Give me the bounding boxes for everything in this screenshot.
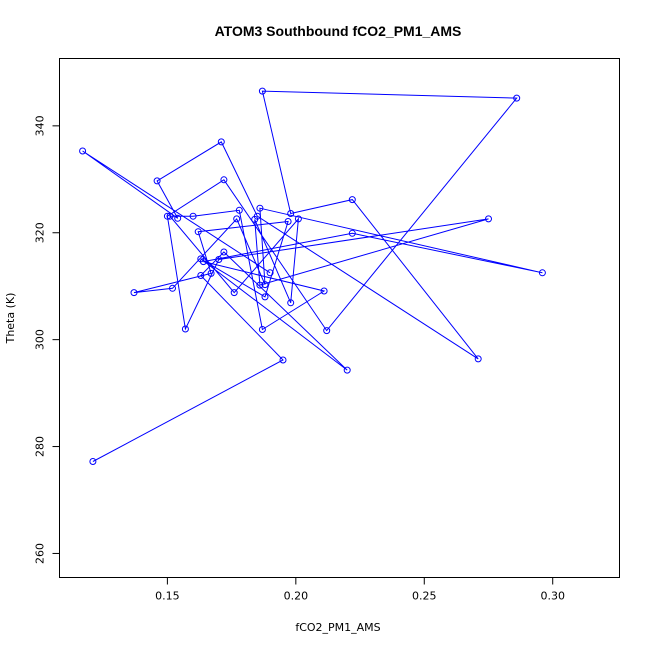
data-point [215, 256, 223, 263]
data-point [220, 176, 228, 184]
data-point [256, 204, 264, 212]
data-point [130, 289, 138, 297]
data-point [197, 272, 205, 279]
y-tick-label: 300 [34, 329, 47, 350]
data-point [485, 215, 492, 223]
data-point [163, 212, 171, 220]
data-point [287, 210, 295, 217]
data-point [258, 326, 266, 333]
data-point [258, 87, 266, 95]
data-point [348, 229, 356, 237]
data-point [233, 215, 241, 223]
data-point [474, 355, 482, 363]
data-point [235, 206, 243, 214]
y-tick-label: 320 [34, 222, 47, 243]
data-point [348, 196, 356, 204]
data-point [169, 284, 176, 292]
data-point [261, 293, 269, 301]
y-tick-label: 260 [34, 543, 47, 564]
data-point [189, 212, 197, 220]
data-point [207, 269, 215, 277]
data-point [181, 325, 189, 333]
data-point [194, 228, 202, 236]
data-point [538, 269, 546, 277]
plot-area-frame [59, 58, 620, 578]
x-tick-label: 0.30 [540, 590, 565, 603]
data-point [220, 248, 228, 256]
data-point [153, 177, 161, 185]
data-point [230, 289, 238, 297]
x-tick-label: 0.25 [412, 590, 437, 603]
data-point [294, 215, 302, 223]
y-tick-label: 280 [34, 436, 47, 457]
data-point [217, 138, 225, 146]
data-point [279, 356, 287, 364]
y-axis-label: Theta (K) [4, 293, 17, 345]
data-point [284, 218, 292, 225]
y-tick-label: 340 [34, 115, 47, 136]
data-point [261, 281, 269, 289]
data-point [266, 269, 274, 277]
data-series [79, 87, 546, 465]
x-tick-label: 0.15 [155, 590, 180, 603]
x-axis: 0.15 0.20 0.25 0.30 [155, 577, 565, 603]
data-point [323, 327, 331, 335]
data-point [253, 212, 261, 220]
chart-title: ATOM3 Southbound fCO2_PM1_AMS [215, 23, 462, 39]
series-line [82, 90, 543, 462]
data-point [174, 214, 182, 222]
y-axis: 260 280 300 320 340 [34, 115, 60, 564]
data-point [343, 366, 351, 374]
data-point [79, 147, 87, 155]
x-axis-label: fCO2_PM1_AMS [295, 621, 380, 634]
x-tick-label: 0.20 [284, 590, 309, 603]
data-point [89, 458, 97, 465]
data-point [287, 299, 295, 307]
data-point [320, 287, 328, 295]
data-point [166, 212, 174, 220]
data-point [199, 258, 207, 266]
data-point [513, 94, 521, 102]
data-point [256, 281, 264, 289]
